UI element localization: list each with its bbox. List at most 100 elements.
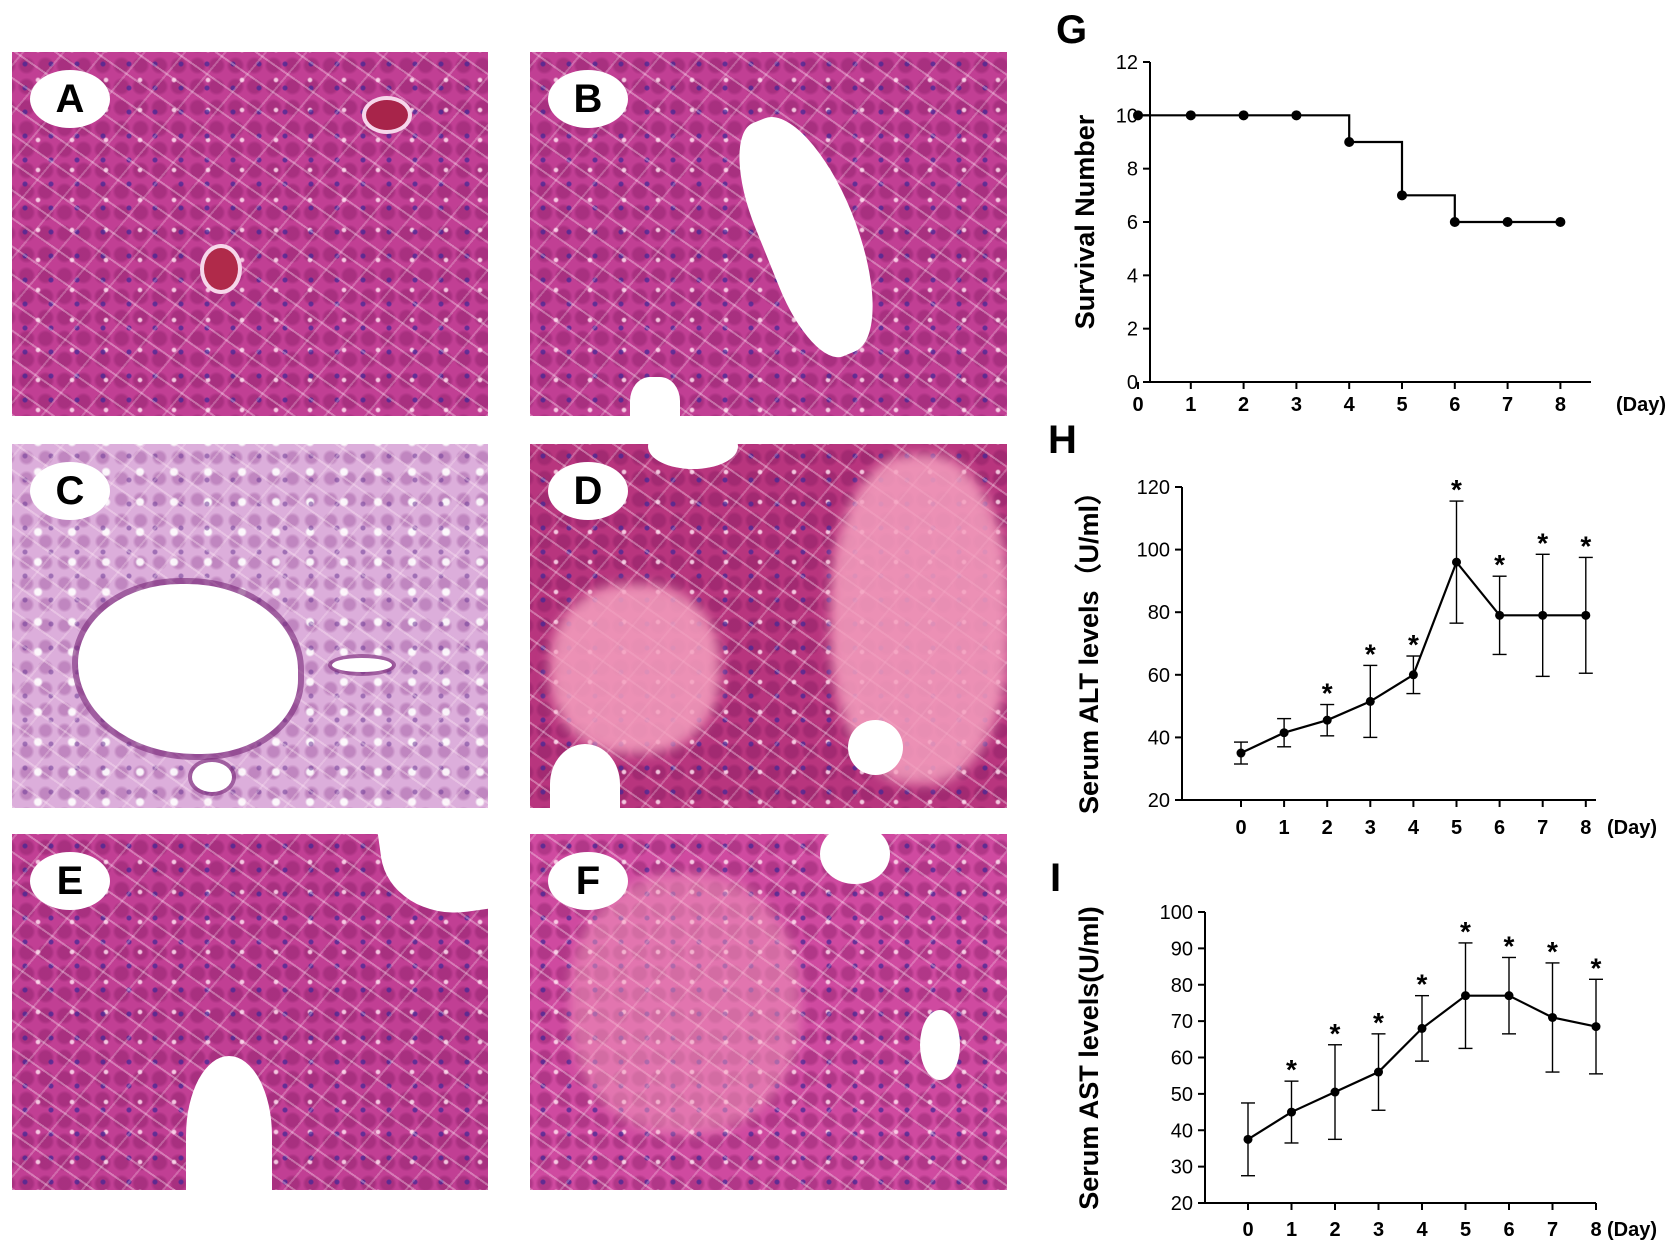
histology-panel-d: D	[530, 444, 1007, 808]
significance-marker: *	[1417, 969, 1428, 1000]
series-line	[1138, 114, 1561, 224]
data-point	[1502, 217, 1513, 227]
panel-label-a: A	[30, 70, 110, 128]
chart-label-h: H	[1048, 418, 1077, 462]
x-tick-label: 3	[1373, 1219, 1384, 1241]
significance-marker: *	[1504, 930, 1515, 961]
data-point	[1322, 715, 1332, 725]
y-tick-label: 40	[1148, 727, 1170, 749]
data-point	[1374, 1067, 1383, 1077]
x-tick-label: 1	[1286, 1219, 1297, 1241]
x-tick-label: 6	[1503, 1219, 1514, 1241]
x-tick-label: 2	[1329, 1219, 1340, 1241]
x-tick-label: 3	[1291, 394, 1302, 416]
x-tick-label: 6	[1449, 394, 1460, 416]
x-unit-label: (Day)	[1607, 1219, 1657, 1241]
x-tick-label: 5	[1396, 394, 1407, 416]
y-tick-label: 4	[1127, 265, 1138, 287]
y-axis-label: Serum AST levels(U/ml)	[1074, 906, 1104, 1210]
y-tick-label: 120	[1137, 477, 1170, 499]
significance-marker: *	[1580, 530, 1591, 561]
data-point	[1449, 217, 1460, 227]
x-tick-label: 8	[1555, 394, 1566, 416]
x-tick-label: 0	[1132, 394, 1143, 416]
significance-marker: *	[1537, 527, 1548, 558]
y-tick-label: 40	[1171, 1120, 1193, 1142]
data-point	[1365, 696, 1375, 706]
y-tick-label: 20	[1171, 1193, 1193, 1215]
data-point	[1330, 1087, 1340, 1097]
x-unit-label: (Day)	[1607, 817, 1657, 839]
panel-label-e: E	[30, 852, 110, 910]
data-point	[1461, 991, 1470, 1001]
data-point	[1555, 217, 1566, 227]
data-point	[1452, 557, 1461, 567]
y-tick-label: 70	[1171, 1011, 1193, 1033]
panel-label-d: D	[548, 462, 628, 520]
x-tick-label: 7	[1547, 1219, 1558, 1241]
histology-panel-a: A	[12, 52, 488, 416]
data-point	[1243, 1134, 1253, 1144]
panel-label-c: C	[30, 462, 110, 520]
data-point	[1408, 670, 1418, 680]
y-tick-label: 2	[1127, 319, 1138, 341]
data-point	[1133, 110, 1143, 121]
y-tick-label: 30	[1171, 1157, 1193, 1179]
x-tick-label: 6	[1494, 817, 1505, 839]
significance-marker: *	[1408, 629, 1419, 660]
y-tick-label: 10	[1116, 105, 1138, 127]
y-axis-label: Survival Number	[1070, 114, 1100, 329]
data-point	[1344, 137, 1355, 147]
data-point	[1236, 748, 1246, 758]
y-tick-label: 80	[1148, 602, 1170, 624]
significance-marker: *	[1322, 678, 1333, 709]
panel-label-f: F	[548, 852, 628, 910]
y-tick-label: 20	[1148, 790, 1170, 812]
x-tick-label: 7	[1502, 394, 1513, 416]
significance-marker: *	[1591, 952, 1602, 983]
data-point	[1279, 728, 1289, 738]
x-tick-label: 0	[1242, 1219, 1253, 1241]
significance-marker: *	[1494, 549, 1505, 580]
significance-marker: *	[1365, 638, 1376, 669]
x-tick-label: 3	[1365, 817, 1376, 839]
data-point	[1238, 110, 1249, 121]
y-tick-label: 8	[1127, 159, 1138, 181]
y-tick-label: 0	[1127, 372, 1138, 394]
significance-marker: *	[1286, 1054, 1297, 1085]
x-tick-label: 4	[1416, 1219, 1428, 1241]
y-tick-label: 60	[1171, 1048, 1193, 1070]
y-axis-label: Serum ALT levels（U/ml）	[1074, 478, 1104, 814]
x-tick-label: 4	[1408, 817, 1420, 839]
data-point	[1495, 610, 1505, 620]
significance-marker: *	[1547, 936, 1558, 967]
x-tick-label: 8	[1580, 817, 1591, 839]
data-point	[1548, 1012, 1557, 1022]
x-tick-label: 5	[1460, 1219, 1471, 1241]
data-point	[1581, 610, 1591, 620]
data-point	[1591, 1022, 1601, 1032]
data-point	[1504, 991, 1514, 1001]
y-tick-label: 90	[1171, 938, 1193, 960]
histology-panel-c: C	[12, 444, 488, 808]
y-tick-label: 60	[1148, 665, 1170, 687]
y-tick-label: 50	[1171, 1084, 1193, 1106]
x-tick-label: 4	[1344, 394, 1356, 416]
data-point	[1185, 110, 1196, 121]
x-tick-label: 1	[1279, 817, 1290, 839]
x-tick-label: 8	[1590, 1219, 1601, 1241]
x-tick-label: 5	[1451, 817, 1462, 839]
histology-panel-e: E	[12, 834, 488, 1190]
histology-panel-f: F	[530, 834, 1007, 1190]
data-point	[1538, 610, 1548, 620]
significance-marker: *	[1460, 916, 1471, 947]
y-tick-label: 100	[1160, 902, 1193, 924]
y-tick-label: 100	[1137, 540, 1170, 562]
panel-label-b: B	[548, 70, 628, 128]
histology-panel-b: B	[530, 52, 1007, 416]
chart-label-i: I	[1050, 856, 1062, 900]
data-point	[1291, 110, 1302, 121]
data-point	[1287, 1107, 1296, 1117]
chart-h: 20 40 60 80 100 120 0 1 2 3 4 5 6 7 8 (Day) Serum ALT le…	[1074, 474, 1657, 839]
